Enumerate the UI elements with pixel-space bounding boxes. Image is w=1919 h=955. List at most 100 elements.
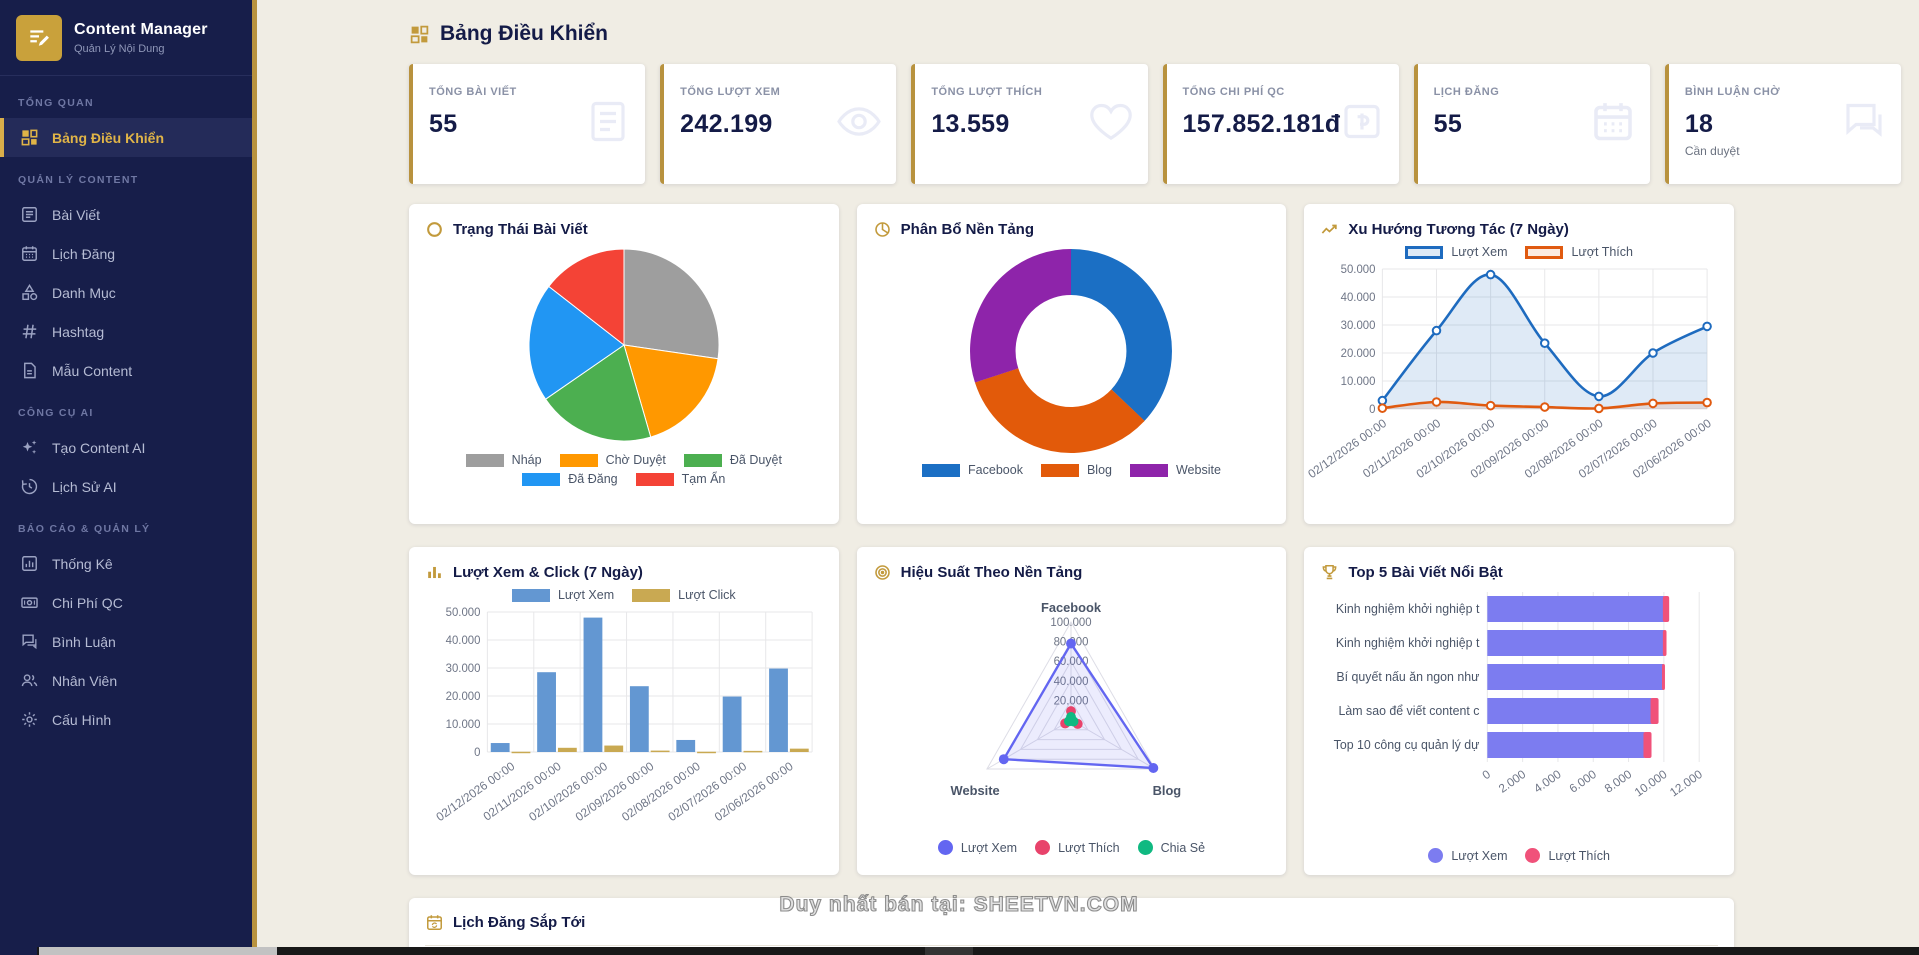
svg-text:10.000: 10.000: [445, 719, 480, 731]
chart-legend: Lượt Xem Lượt Click: [425, 588, 823, 602]
trophy-icon: [1320, 563, 1339, 582]
divider: [425, 945, 1718, 946]
stats-icon: [20, 554, 39, 573]
sidebar-section-label: QUẢN LÝ CONTENT: [18, 174, 139, 186]
sidebar-item-lich-dang[interactable]: Lịch Đăng: [0, 234, 252, 273]
sidebar-section-label: TỔNG QUAN: [18, 97, 94, 109]
hashtag-icon: [20, 322, 39, 341]
legend-label: Nháp: [511, 453, 542, 467]
chart-card-platform-radar: Hiệu Suất Theo Nền Tảng20.00040.00060.00…: [856, 547, 1287, 875]
charts-row-1: Trạng Thái Bài Viết Nháp Chờ Duyệt Đã Duyệt…: [409, 204, 1734, 524]
legend-label: Facebook: [968, 463, 1023, 477]
pie-icon: [873, 220, 892, 239]
legend-label: Lượt Thích: [1058, 840, 1120, 855]
dashboard-icon: [409, 24, 430, 45]
chart-card-top-posts-hbar: Top 5 Bài Viết Nổi Bật 0 2.000 4.000 6.000 8.…: [1304, 547, 1734, 875]
charts-row-2: Lượt Xem & Click (7 Ngày) Lượt Xem Lượt Cl…: [409, 547, 1734, 875]
legend-item[interactable]: Lượt Xem: [1405, 245, 1507, 259]
legend-label: Tạm Ẩn: [681, 472, 726, 486]
legend-label: Đã Duyệt: [729, 453, 782, 467]
dashboard-icon: [20, 128, 39, 147]
pie-slice-0: [623, 248, 720, 360]
legend-item[interactable]: Nháp: [465, 453, 542, 467]
sidebar-item-label: Chi Phí QC: [52, 594, 123, 611]
legend-label: Lượt Xem: [1451, 245, 1508, 259]
svg-text:50.000: 50.000: [1341, 264, 1376, 276]
sidebar-item-danh-muc[interactable]: Danh Mục: [0, 273, 252, 312]
legend-label: Lượt Thích: [1571, 245, 1633, 259]
legend-item[interactable]: Đã Đăng: [522, 472, 618, 486]
legend-item[interactable]: Lượt Thích: [1525, 848, 1610, 863]
legend-swatch: [1525, 848, 1541, 863]
legend-item[interactable]: Website: [1129, 463, 1221, 477]
kpi-value: 18: [1684, 110, 1714, 138]
svg-text:2.000: 2.000: [1496, 767, 1529, 796]
legend-item[interactable]: Chia Sẻ: [1137, 840, 1206, 855]
legend-label: Chia Sẻ: [1160, 840, 1206, 855]
schedule-section-title: Lịch Đăng Sắp Tới: [453, 914, 586, 931]
legend-item[interactable]: Lượt Xem: [1428, 848, 1507, 863]
legend-item[interactable]: Lượt Xem: [511, 588, 614, 602]
category-icon: [20, 283, 39, 302]
kpi-subtext: Cần duyệt: [1684, 144, 1740, 158]
legend-swatch: [1525, 245, 1564, 259]
legend-item[interactable]: Lượt Thích: [1035, 840, 1120, 855]
kpi-value: 13.559: [931, 110, 1010, 138]
sidebar-item-label: Lịch Sử AI: [52, 478, 117, 495]
sidebar-item-tao-content-ai[interactable]: Tạo Content AI: [0, 428, 252, 467]
app-subtitle: Quản Lý Nội Dung: [74, 43, 165, 55]
svg-text:Kinh nghiệm khởi nghiệp t: Kinh nghiệm khởi nghiệp t: [1336, 602, 1480, 616]
sidebar-item-label: Danh Mục: [52, 284, 116, 301]
chart-title: Trạng Thái Bài Viết: [453, 221, 588, 238]
sidebar-item-bai-viet[interactable]: Bài Viết: [0, 195, 252, 234]
kpi-label: TỔNG LƯỢT XEM: [680, 86, 781, 98]
sidebar-item-thong-ke[interactable]: Thống Kê: [0, 544, 252, 583]
legend-label: Chờ Duyệt: [605, 453, 666, 467]
app-title: Content Manager: [74, 21, 208, 38]
sidebar-item-lich-su-ai[interactable]: Lịch Sử AI: [0, 467, 252, 506]
chart-title: Lượt Xem & Click (7 Ngày): [453, 564, 643, 581]
svg-text:100.000: 100.000: [1051, 617, 1092, 629]
kpi-value: 157.852.181đ: [1182, 110, 1341, 138]
sidebar-item-nhan-vien[interactable]: Nhân Viên: [0, 661, 252, 700]
legend-swatch: [1405, 245, 1444, 259]
sidebar-item-cau-hinh[interactable]: Cấu Hình: [0, 700, 252, 739]
pie-slice-1: [623, 344, 719, 438]
legend-swatch: [522, 472, 561, 486]
legend-item[interactable]: Đã Duyệt: [683, 453, 782, 467]
legend-item[interactable]: Blog: [1040, 463, 1112, 477]
sidebar-item-hashtag[interactable]: Hashtag: [0, 312, 252, 351]
chart-title: Xu Hướng Tương Tác (7 Ngày): [1348, 221, 1569, 238]
bars-icon: [425, 563, 444, 582]
sidebar-item-label: Thống Kê: [52, 555, 113, 572]
sidebar-item-dashboard[interactable]: Bảng Điều Khiển: [0, 118, 252, 157]
calendar-icon: [20, 244, 39, 263]
scrollbar-thumb[interactable]: [39, 947, 277, 955]
sidebar-nav: TỔNG QUAN Bảng Điều Khiển QUẢN LÝ CONTENT B…: [0, 76, 252, 739]
sidebar-item-binh-luan[interactable]: Bình Luận: [0, 622, 252, 661]
kpi-value: 55: [429, 110, 458, 138]
sidebar-item-label: Mẫu Content: [52, 362, 133, 379]
chart-legend: Lượt Xem Lượt Thích: [1320, 848, 1718, 863]
legend-item[interactable]: Lượt Thích: [1525, 245, 1633, 259]
legend-item[interactable]: Lượt Click: [632, 588, 736, 602]
legend-item[interactable]: Facebook: [922, 463, 1023, 477]
sidebar-item-label: Bình Luận: [52, 633, 116, 650]
sidebar-item-chi-phi-qc[interactable]: Chi Phí QC: [0, 583, 252, 622]
svg-text:20.000: 20.000: [445, 691, 480, 703]
svg-text:02/09/2026 00:00: 02/09/2026 00:00: [572, 759, 656, 824]
sidebar-item-label: Lịch Đăng: [52, 245, 116, 262]
chart-title: Top 5 Bài Viết Nổi Bật: [1348, 564, 1503, 581]
svg-text:Blog: Blog: [1153, 783, 1182, 798]
svg-text:10.000: 10.000: [1341, 376, 1376, 388]
pie-chart: [528, 248, 720, 442]
sidebar-section-label: CÔNG CỤ AI: [18, 407, 94, 419]
horizontal-scrollbar[interactable]: [37, 947, 1919, 955]
legend-item[interactable]: Tạm Ẩn: [635, 472, 726, 486]
legend-swatch: [937, 840, 953, 855]
legend-item[interactable]: Chờ Duyệt: [559, 453, 666, 467]
sidebar-item-mau-content[interactable]: Mẫu Content: [0, 351, 252, 390]
svg-text:6.000: 6.000: [1567, 767, 1600, 796]
kpi-card-3: TỔNG CHI PHÍ QC 157.852.181đ: [1162, 64, 1399, 184]
legend-item[interactable]: Lượt Xem: [937, 840, 1017, 855]
